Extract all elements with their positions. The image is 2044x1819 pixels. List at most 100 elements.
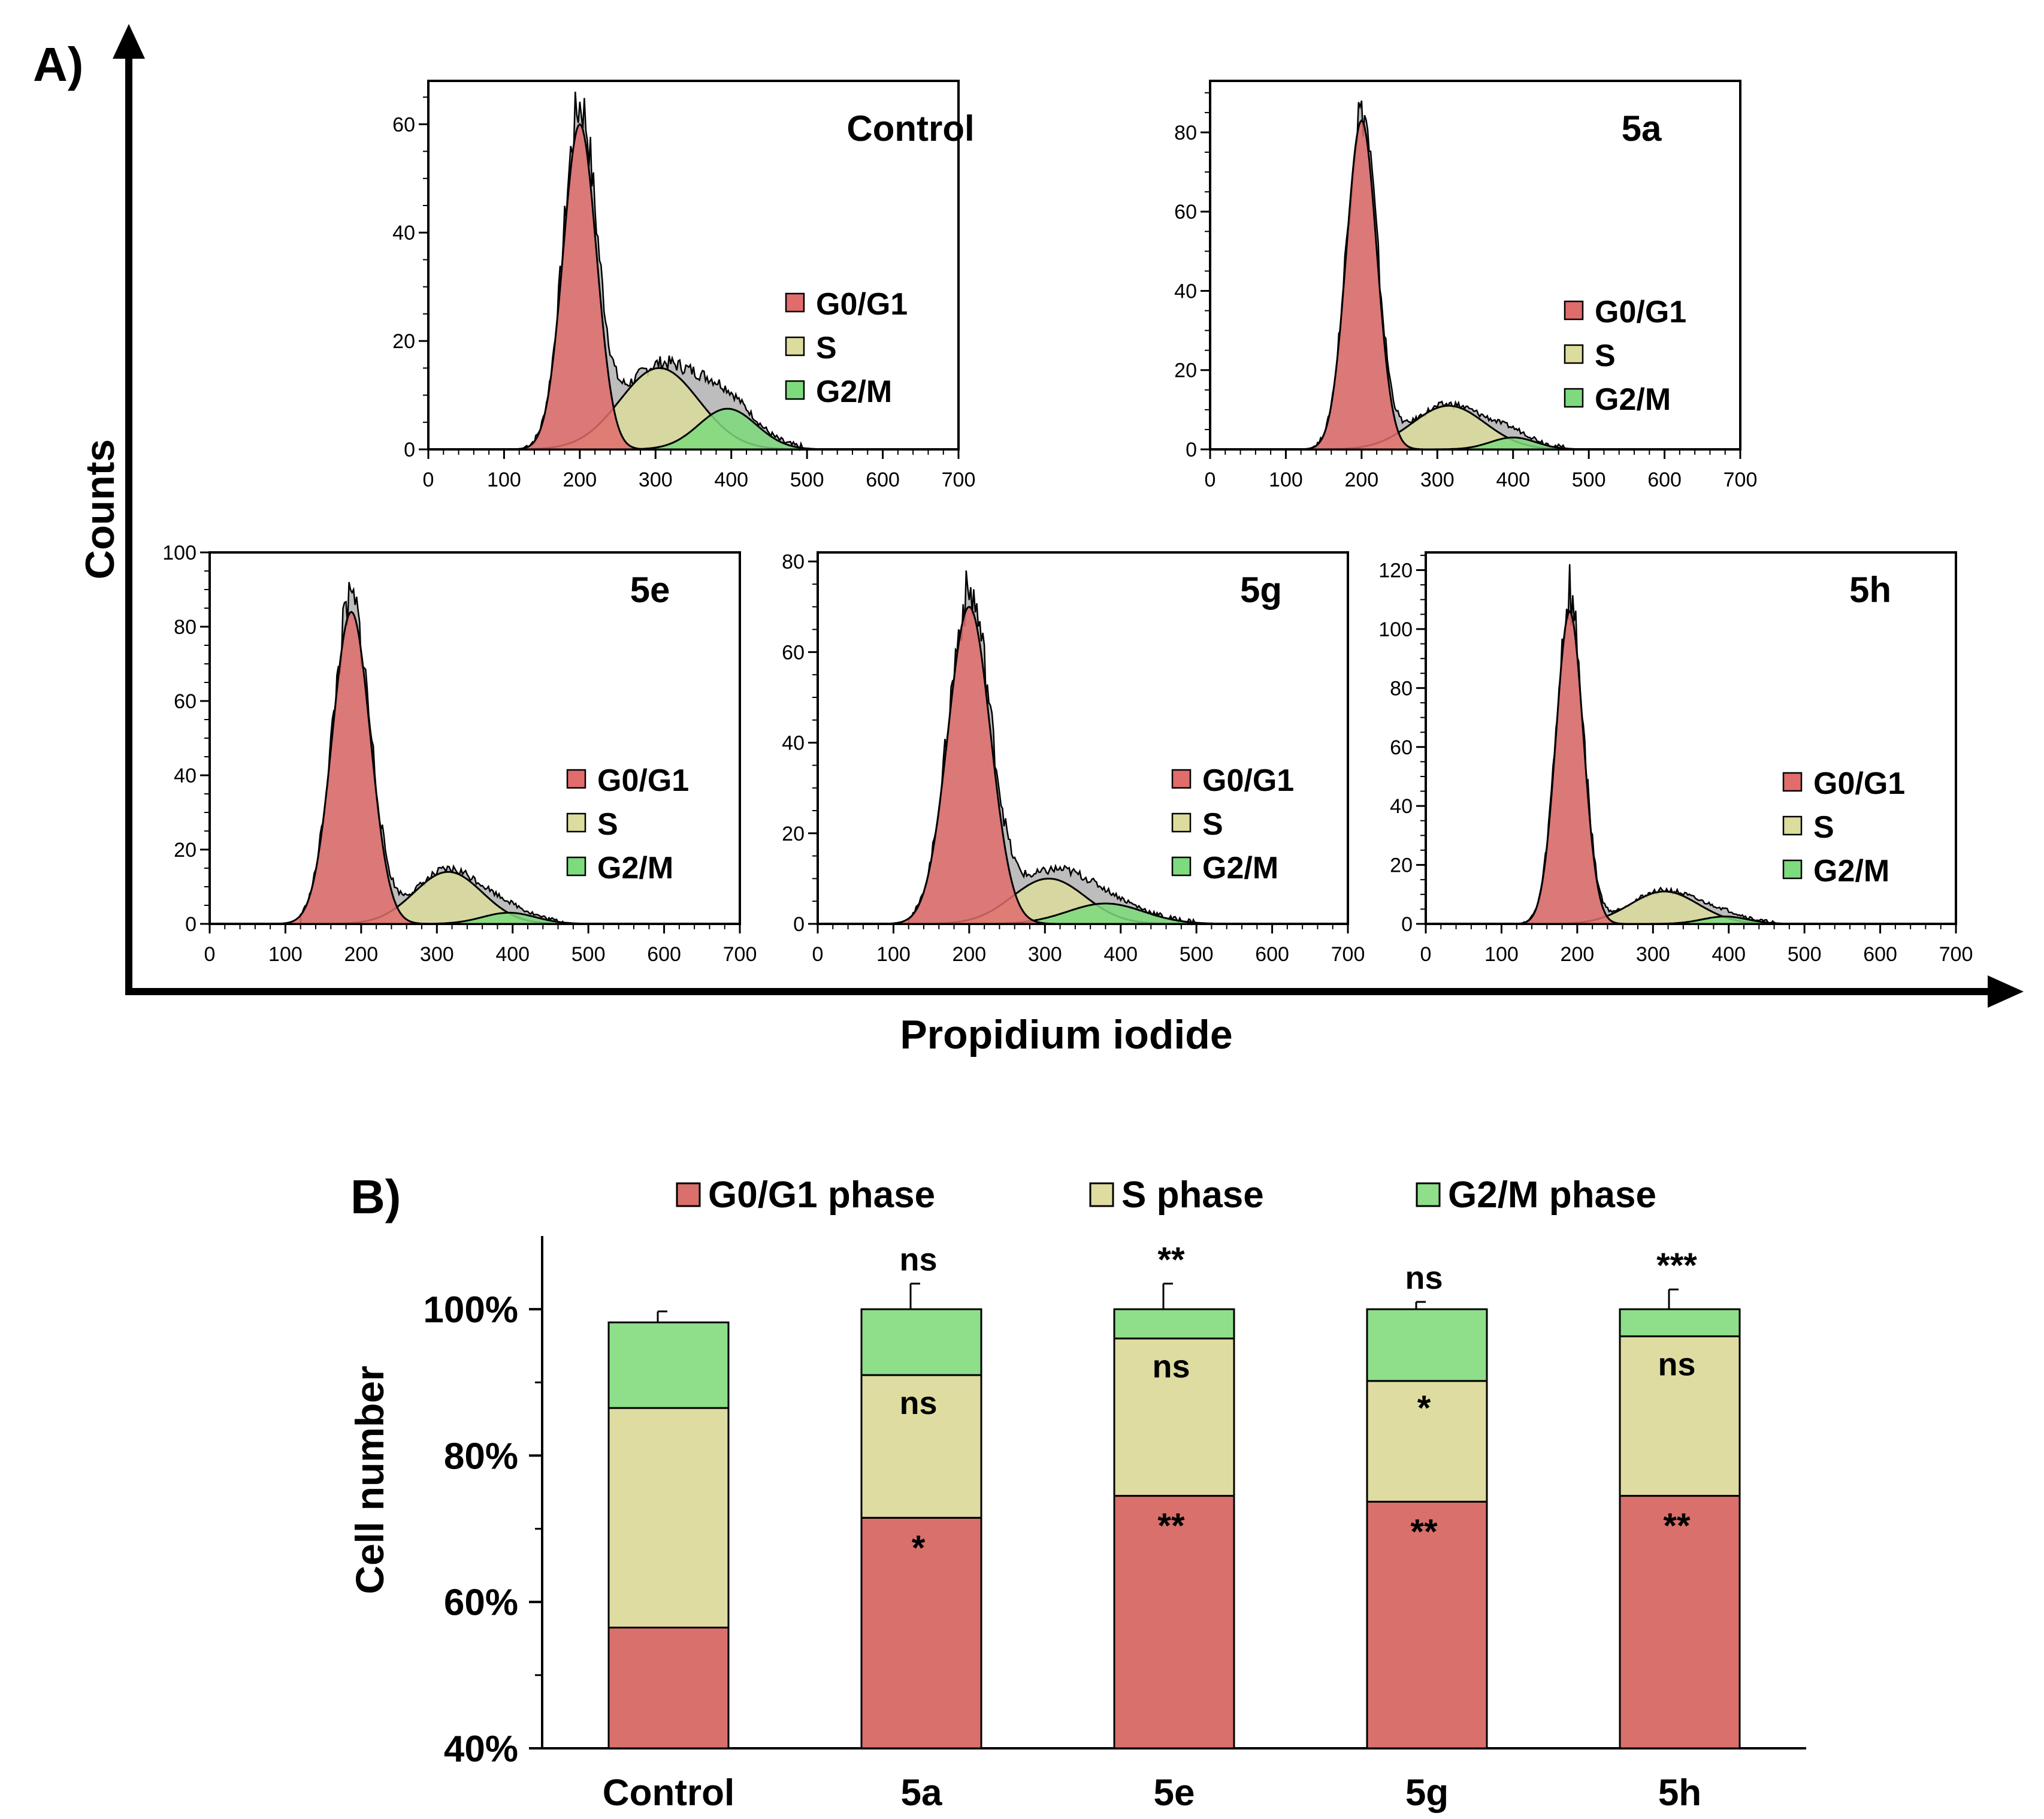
control-x-tick-label: 300	[639, 469, 673, 491]
annotation-5a-g0-g1-phase: *	[912, 1528, 926, 1567]
control-legend-label-g2-m: G2/M	[816, 374, 892, 409]
5g-y-tick-label: 0	[793, 913, 805, 936]
5h-legend-label-g2-m: G2/M	[1813, 854, 1889, 889]
5g-x-tick-label: 600	[1255, 943, 1289, 966]
5a-legend-label-g2-m: G2/M	[1595, 382, 1671, 417]
5e-y-tick-label: 40	[174, 765, 196, 787]
5g-y-tick-label: 40	[782, 732, 805, 755]
bar-5g-g2-m-phase	[1366, 1308, 1488, 1382]
5h-x-tick-label: 100	[1484, 943, 1519, 966]
bar-control-s-phase	[607, 1407, 730, 1628]
bar-y-tick-label: 80%	[444, 1436, 518, 1477]
annotation-5h-g0-g1-phase: **	[1663, 1507, 1691, 1546]
5e-x-tick-label: 600	[647, 943, 681, 966]
5h-x-tick-label: 300	[1636, 943, 1670, 966]
annotation-5a-g2-m-phase: ns	[899, 1241, 937, 1277]
5g-legend-label-g2-m: G2/M	[1202, 851, 1278, 886]
bar-5g-s-phase	[1366, 1380, 1488, 1503]
5h-y-tick-label: 120	[1378, 560, 1413, 582]
5a-g2m-curve	[1422, 436, 1604, 451]
5a-legend-label-g0-g1: G0/G1	[1595, 295, 1686, 330]
histogram-5a: 0 100 200 300 400 500 600 700 0 20 40 60 80 5a G0/G1 SG…	[1174, 80, 1757, 491]
category-label-control: Control	[603, 1772, 734, 1814]
bar-y-tick-label: 100%	[423, 1289, 518, 1331]
bar-5h-s-phase	[1619, 1335, 1741, 1497]
5h-x-tick-label: 400	[1712, 943, 1746, 966]
5h-legend-label-g0-g1: G0/G1	[1813, 766, 1905, 801]
5h-y-tick-label: 60	[1390, 736, 1413, 759]
5e-x-tick-label: 400	[495, 943, 530, 966]
bar-legend-swatch-g2-m-phase	[1416, 1182, 1441, 1207]
category-label-5h: 5h	[1658, 1772, 1701, 1814]
5h-y-tick-label: 0	[1401, 913, 1413, 936]
5e-g0g1-curve	[274, 611, 428, 925]
control-x-tick-label: 700	[942, 469, 976, 491]
annotation-5g-g2-m-phase: ns	[1405, 1260, 1443, 1296]
control-legend-label-g0-g1: G0/G1	[816, 287, 908, 322]
5a-x-tick-label: 200	[1344, 469, 1378, 491]
5e-legend-swatch-g0-g1	[566, 769, 586, 789]
5h-g2m-curve	[1634, 915, 1816, 925]
category-label-5a: 5a	[901, 1772, 942, 1814]
bar-legend-swatch-g0-g1-phase	[676, 1182, 701, 1207]
5h-y-tick-label: 40	[1390, 795, 1413, 818]
5g-panel-title: 5g	[1240, 570, 1282, 610]
5e-x-tick-label: 500	[572, 943, 606, 966]
5a-x-tick-label: 400	[1496, 469, 1530, 491]
outer-x-arrowhead	[1988, 975, 2024, 1008]
5g-x-tick-label: 100	[876, 943, 911, 966]
5a-y-tick-label: 80	[1174, 122, 1197, 144]
5h-panel-title: 5h	[1849, 570, 1891, 610]
5a-x-tick-label: 0	[1205, 469, 1216, 491]
5g-x-tick-label: 200	[952, 943, 986, 966]
outer-x-label: Propidium iodide	[900, 1012, 1232, 1057]
bar-legend-label-g2-m-phase: G2/M phase	[1448, 1174, 1656, 1216]
5a-legend-swatch-g0-g1	[1564, 300, 1584, 321]
bar-y-tick-label: 60%	[444, 1582, 518, 1624]
control-x-tick-label: 200	[563, 469, 597, 491]
5g-x-tick-label: 300	[1028, 943, 1062, 966]
panel-a-label: A)	[33, 38, 83, 91]
5a-y-tick-label: 0	[1186, 439, 1197, 461]
annotation-5a-s-phase: ns	[899, 1385, 937, 1421]
control-x-tick-label: 400	[714, 469, 748, 491]
5h-x-tick-label: 200	[1560, 943, 1594, 966]
5g-x-tick-label: 700	[1331, 943, 1365, 966]
5e-x-tick-label: 200	[344, 943, 378, 966]
5g-legend-swatch-g0-g1	[1171, 769, 1192, 789]
5g-legend-swatch-g2-m	[1171, 856, 1192, 877]
control-x-tick-label: 0	[423, 469, 434, 491]
5g-plot-frame	[817, 551, 1349, 925]
annotation-5h-s-phase: ns	[1658, 1346, 1695, 1382]
category-label-5g: 5g	[1405, 1772, 1449, 1814]
control-y-tick-label: 20	[392, 330, 415, 353]
5h-y-tick-label: 20	[1390, 854, 1413, 877]
5g-y-tick-label: 60	[782, 641, 805, 664]
5h-legend-swatch-g0-g1	[1782, 772, 1803, 792]
control-x-tick-label: 500	[790, 469, 824, 491]
5g-x-tick-label: 0	[812, 943, 824, 966]
outer-y-label: Counts	[77, 439, 123, 579]
bar-y-label: Cell number	[347, 1365, 392, 1594]
5a-x-tick-label: 300	[1420, 469, 1455, 491]
histogram-control: 0 100 200 300 400 500 600 700 0 20 40 60 Control G0/G…	[392, 80, 976, 491]
category-label-5e: 5e	[1154, 1772, 1195, 1814]
5e-x-tick-label: 700	[723, 943, 757, 966]
5a-x-tick-label: 500	[1572, 469, 1606, 491]
annotation-5e-s-phase: ns	[1152, 1349, 1190, 1385]
control-x-tick-label: 100	[487, 469, 521, 491]
bar-5h-g0-g1-phase	[1619, 1495, 1741, 1749]
outer-y-arrowhead	[113, 24, 145, 59]
5a-panel-title: 5a	[1622, 108, 1662, 149]
bar-y-tick-label: 40%	[444, 1729, 518, 1770]
5e-y-tick-label: 80	[174, 616, 196, 639]
5a-y-tick-label: 40	[1174, 280, 1197, 303]
5h-legend-label-s: S	[1813, 810, 1834, 845]
bar-5h-g2-m-phase	[1619, 1308, 1741, 1337]
5g-x-tick-label: 500	[1180, 943, 1214, 966]
bar-legend: G0/G1 phase S phase G2/M phase	[676, 1174, 1656, 1216]
5g-legend-label-g0-g1: G0/G1	[1202, 763, 1294, 798]
control-y-tick-label: 40	[392, 222, 415, 244]
5e-y-tick-label: 0	[185, 913, 196, 936]
